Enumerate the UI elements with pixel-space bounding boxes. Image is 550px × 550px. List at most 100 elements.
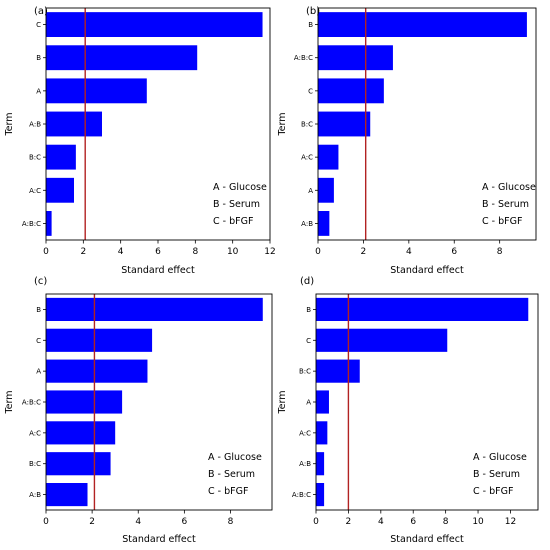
y-tick-label: B:C xyxy=(29,154,41,162)
chart-panel-3: B C B:C A A:C A:B A:B:C 0 2 4 6 8 10 12 Standard effec… xyxy=(277,276,539,545)
bar-C xyxy=(46,12,263,38)
y-tick-label: A:C xyxy=(29,429,41,437)
x-tick-label: 8 xyxy=(497,247,503,257)
legend-entry: B - Serum xyxy=(213,199,260,210)
x-axis-label: Standard effect xyxy=(121,265,195,276)
legend-entry: C - bFGF xyxy=(482,216,522,227)
legend-entry: B - Serum xyxy=(473,469,520,480)
panel-label: (c) xyxy=(34,276,47,287)
x-tick-label: 0 xyxy=(43,247,49,257)
legend-entry: A - Glucose xyxy=(213,182,267,193)
y-tick-label: A xyxy=(36,87,41,95)
legend-entry: C - bFGF xyxy=(473,486,513,497)
bar-A xyxy=(318,177,334,203)
y-tick-label: B:C xyxy=(301,121,313,129)
bar-A-B-C xyxy=(46,211,52,236)
x-tick-label: 6 xyxy=(182,517,188,527)
x-tick-label: 6 xyxy=(155,247,161,257)
y-tick-label: A xyxy=(36,368,41,376)
y-axis-label: Term xyxy=(277,112,288,136)
bar-A-B-C xyxy=(316,483,325,507)
legend-entry: C - bFGF xyxy=(213,216,253,227)
x-tick-label: 2 xyxy=(89,517,95,527)
bar-B-C xyxy=(318,111,371,137)
x-tick-label: 10 xyxy=(472,517,484,527)
legend-entry: A - Glucose xyxy=(208,452,262,463)
bar-B xyxy=(318,12,527,38)
y-tick-label: C xyxy=(306,337,311,345)
y-tick-label: A:B:C xyxy=(292,491,311,499)
bar-A-C xyxy=(46,177,74,203)
bar-B-C xyxy=(46,452,111,476)
bar-A xyxy=(46,359,148,383)
y-axis-label: Term xyxy=(4,112,15,136)
legend-entry: B - Serum xyxy=(482,199,529,210)
x-tick-label: 0 xyxy=(43,517,49,527)
bar-B xyxy=(316,297,529,321)
x-axis-label: Standard effect xyxy=(122,534,196,545)
x-tick-label: 12 xyxy=(264,247,275,257)
y-tick-label: A:B xyxy=(29,121,41,129)
bar-A-C xyxy=(318,144,339,170)
chart-panel-1: B A:B:C C B:C A:C A A:B 0 2 4 6 8 Standard effect Ter… xyxy=(277,6,537,276)
y-tick-label: A xyxy=(308,187,313,195)
bar-A-B xyxy=(318,211,330,236)
bar-B-C xyxy=(46,144,76,170)
y-tick-label: A xyxy=(306,399,311,407)
bar-C xyxy=(318,78,384,104)
y-tick-label: A:B:C xyxy=(22,220,41,228)
y-tick-label: B xyxy=(36,306,41,314)
y-tick-label: C xyxy=(36,337,41,345)
x-axis-label: Standard effect xyxy=(390,534,464,545)
y-tick-label: B:C xyxy=(299,368,311,376)
bar-C xyxy=(316,328,448,352)
y-tick-label: A:B:C xyxy=(22,399,41,407)
y-tick-label: A:B xyxy=(301,220,313,228)
x-tick-label: 0 xyxy=(315,247,321,257)
panel-label: (b) xyxy=(306,6,320,17)
y-tick-label: A:C xyxy=(301,154,313,162)
y-tick-label: C xyxy=(308,87,313,95)
x-tick-label: 6 xyxy=(451,247,457,257)
x-tick-label: 2 xyxy=(361,247,367,257)
x-tick-label: 4 xyxy=(118,247,124,257)
y-axis-label: Term xyxy=(277,390,288,414)
y-tick-label: A:C xyxy=(299,429,311,437)
bar-A xyxy=(46,78,147,104)
panel-label: (d) xyxy=(300,276,314,287)
bar-A-B-C xyxy=(46,390,123,414)
bar-B xyxy=(46,297,263,321)
x-tick-label: 8 xyxy=(192,247,198,257)
plot-frame xyxy=(45,293,273,511)
x-tick-label: 8 xyxy=(228,517,234,527)
y-tick-label: C xyxy=(36,21,41,29)
x-tick-label: 4 xyxy=(406,247,412,257)
y-tick-label: A:B xyxy=(29,491,41,499)
plot-frame xyxy=(315,293,539,511)
y-tick-label: B xyxy=(308,21,313,29)
y-tick-label: A:B:C xyxy=(294,54,313,62)
y-tick-label: B xyxy=(306,306,311,314)
chart-panel-2: B C A A:B:C A:C B:C A:B 0 2 4 6 8 Standard effect Ter… xyxy=(4,276,273,545)
y-tick-label: A:B xyxy=(299,460,311,468)
x-tick-label: 6 xyxy=(410,517,416,527)
bar-A-B xyxy=(46,111,102,137)
x-tick-label: 10 xyxy=(227,247,239,257)
y-tick-label: B xyxy=(36,54,41,62)
panel-label: (a) xyxy=(34,6,48,17)
plot-frame xyxy=(317,7,537,241)
bar-A-C xyxy=(316,421,328,445)
y-axis-label: Term xyxy=(4,390,15,414)
x-tick-label: 2 xyxy=(346,517,352,527)
y-tick-label: A:C xyxy=(29,187,41,195)
x-tick-label: 4 xyxy=(135,517,141,527)
bar-A-C xyxy=(46,421,116,445)
legend-entry: C - bFGF xyxy=(208,486,248,497)
chart-panel-0: C B A A:B B:C A:C A:B:C 0 2 4 6 8 10 12 Standard effec… xyxy=(4,6,276,276)
bar-A-B-C xyxy=(318,45,393,71)
x-axis-label: Standard effect xyxy=(390,265,464,276)
y-tick-label: B:C xyxy=(29,460,41,468)
legend-entry: B - Serum xyxy=(208,469,255,480)
legend-entry: A - Glucose xyxy=(482,182,536,193)
